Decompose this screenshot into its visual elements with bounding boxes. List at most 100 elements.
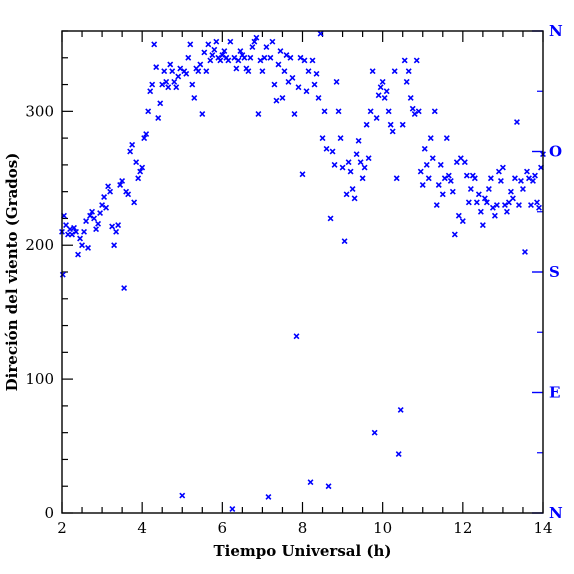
data-point	[87, 212, 94, 219]
data-point	[357, 159, 364, 166]
data-point	[269, 38, 276, 45]
data-point	[487, 175, 494, 182]
data-point	[299, 171, 306, 178]
data-point	[227, 38, 234, 45]
data-point	[483, 199, 490, 206]
data-point	[167, 61, 174, 68]
data-point	[521, 248, 528, 255]
data-point	[313, 70, 320, 77]
data-point	[191, 94, 198, 101]
data-point	[109, 223, 116, 230]
data-point	[377, 84, 384, 91]
data-point	[365, 155, 372, 162]
data-point	[409, 105, 416, 112]
data-point	[145, 108, 152, 115]
data-point	[393, 175, 400, 182]
data-point	[195, 68, 202, 75]
data-point	[207, 57, 214, 64]
data-point	[363, 121, 370, 128]
y-axis-title: Direción del viento (Grados)	[3, 153, 21, 392]
data-point	[347, 168, 354, 175]
compass-label-o: O	[549, 143, 562, 161]
data-point	[381, 94, 388, 101]
data-point	[217, 57, 224, 64]
data-point	[321, 108, 328, 115]
data-point	[323, 145, 330, 152]
data-point	[249, 44, 256, 51]
data-point	[297, 54, 304, 61]
x-tick-label: 8	[298, 519, 308, 537]
data-point	[401, 57, 408, 64]
data-point	[341, 238, 348, 245]
data-point	[337, 135, 344, 142]
data-point	[459, 218, 466, 225]
data-point	[309, 57, 316, 64]
data-point	[389, 128, 396, 135]
data-point	[141, 135, 148, 142]
left-axis: 0 100 200 300	[25, 30, 73, 522]
data-point	[279, 94, 286, 101]
data-point	[113, 228, 120, 235]
data-point	[475, 191, 482, 198]
data-point	[283, 52, 290, 59]
compass-label-n: N	[549, 22, 563, 40]
data-point	[419, 182, 426, 188]
data-point	[311, 81, 318, 88]
data-point	[447, 177, 454, 184]
x-tick-label: 14	[533, 519, 552, 537]
compass-label-n: N	[549, 504, 563, 522]
data-point	[229, 506, 236, 512]
data-point	[129, 141, 136, 148]
data-point	[169, 68, 176, 75]
data-point	[135, 175, 142, 182]
data-point	[165, 84, 172, 91]
data-point	[391, 68, 398, 75]
data-point	[499, 164, 506, 171]
data-point	[253, 34, 260, 41]
x-tick-label: 12	[453, 519, 472, 537]
data-point	[317, 30, 324, 37]
data-point	[293, 333, 300, 340]
data-point	[375, 92, 382, 99]
data-point	[399, 121, 406, 128]
data-point	[161, 68, 168, 75]
data-point	[115, 222, 122, 229]
data-point	[177, 65, 184, 72]
data-point	[219, 52, 226, 59]
data-point	[187, 41, 194, 48]
data-point	[503, 208, 510, 215]
data-point	[435, 182, 442, 188]
data-point	[273, 97, 280, 104]
data-point	[417, 168, 424, 175]
data-point	[530, 177, 536, 184]
data-point	[251, 38, 258, 45]
data-point	[536, 204, 542, 211]
data-point	[97, 210, 104, 217]
data-point	[369, 68, 376, 75]
data-point	[189, 81, 196, 88]
data-point	[479, 222, 486, 229]
data-point	[205, 41, 212, 48]
data-point	[119, 177, 126, 184]
data-point	[329, 148, 336, 155]
data-point	[443, 135, 450, 142]
data-point	[231, 54, 238, 61]
data-point	[373, 115, 380, 121]
data-point	[305, 68, 312, 75]
data-point	[425, 175, 432, 182]
data-point	[509, 195, 516, 202]
y-tick-label: 200	[25, 236, 54, 254]
data-point	[153, 64, 160, 71]
data-point	[139, 164, 146, 171]
data-point	[183, 70, 190, 77]
data-point	[449, 188, 456, 195]
data-point	[277, 48, 284, 55]
data-point	[125, 191, 132, 198]
data-point	[477, 208, 484, 215]
data-point	[101, 194, 108, 200]
data-point	[133, 159, 140, 166]
data-point	[403, 78, 410, 85]
data-point	[445, 172, 452, 179]
data-point	[203, 68, 210, 75]
